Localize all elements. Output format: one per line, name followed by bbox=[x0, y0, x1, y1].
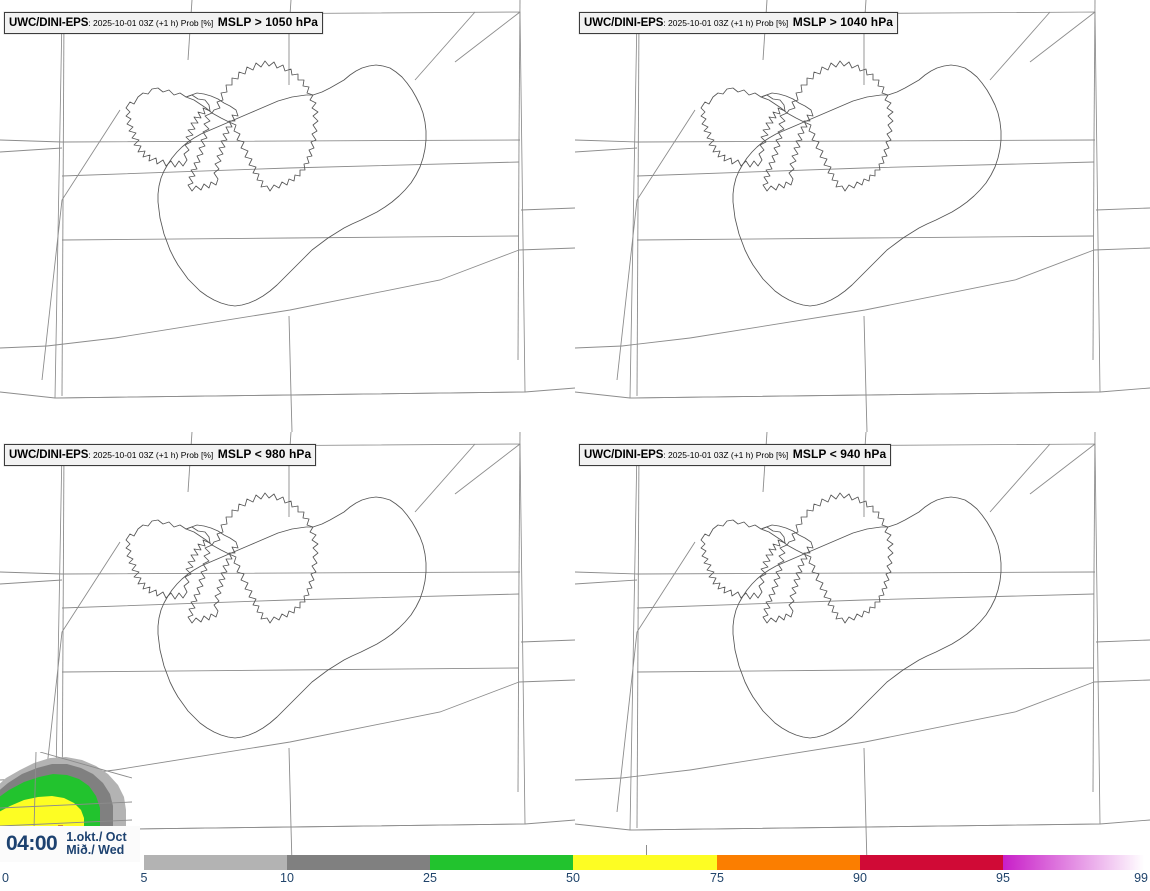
panel-title-box: UWC/DINI-EPS: 2025-10-01 03Z (+1 h) Prob… bbox=[579, 444, 892, 466]
colorbar-segment-light-gray[interactable] bbox=[144, 855, 287, 870]
map-panel-bottom-right[interactable]: UWC/DINI-EPS: 2025-10-01 03Z (+1 h) Prob… bbox=[575, 432, 1150, 864]
panel-parameter-label: MSLP < 940 hPa bbox=[792, 447, 887, 461]
colorbar-tick-50: 50 bbox=[566, 871, 580, 885]
iceland-coastline bbox=[700, 492, 1002, 739]
date-line-1: 1.okt./ Oct bbox=[66, 829, 127, 844]
map-panel-top-right[interactable]: UWC/DINI-EPS: 2025-10-01 03Z (+1 h) Prob… bbox=[575, 0, 1150, 432]
panel-model-label: UWC/DINI-EPS bbox=[584, 17, 664, 29]
panel-run-label: : 2025-10-01 03Z (+1 h) Prob [%] bbox=[663, 450, 789, 460]
colorbar-tick-95: 95 bbox=[996, 871, 1010, 885]
colorbar-segment-yellow[interactable] bbox=[573, 855, 717, 870]
colorbar-segment-crimson[interactable] bbox=[860, 855, 1003, 870]
panel-model-label: UWC/DINI-EPS bbox=[9, 17, 89, 29]
panel-parameter-label: MSLP > 1050 hPa bbox=[217, 15, 319, 29]
iceland-coastline bbox=[700, 60, 1002, 307]
panel-run-label: : 2025-10-01 03Z (+1 h) Prob [%] bbox=[663, 18, 789, 28]
timestamp-badge: 04:00 1.okt./ Oct Mið./ Wed bbox=[0, 826, 140, 862]
map-panel-top-left[interactable]: UWC/DINI-EPS: 2025-10-01 03Z (+1 h) Prob… bbox=[0, 0, 575, 432]
graticule-lines bbox=[0, 0, 575, 432]
colorbar-tick-0: 0 bbox=[2, 871, 9, 885]
colorbar-center-tick bbox=[646, 845, 647, 855]
colorbar-tick-75: 75 bbox=[710, 871, 724, 885]
panel-run-label: : 2025-10-01 03Z (+1 h) Prob [%] bbox=[88, 450, 214, 460]
iceland-coastline bbox=[125, 60, 427, 307]
graticule-lines bbox=[575, 432, 1150, 864]
colorbar-tick-10: 10 bbox=[280, 871, 294, 885]
colorbar-tick-5: 5 bbox=[140, 871, 148, 885]
colorbar-segment-green[interactable] bbox=[430, 855, 573, 870]
panel-title-box: UWC/DINI-EPS: 2025-10-01 03Z (+1 h) Prob… bbox=[4, 444, 317, 466]
graticule-lines bbox=[575, 0, 1150, 432]
panel-parameter-label: MSLP > 1040 hPa bbox=[792, 15, 894, 29]
contour-50pct bbox=[0, 796, 84, 830]
iceland-coastline bbox=[125, 492, 427, 739]
date-block: 1.okt./ Oct Mið./ Wed bbox=[66, 829, 127, 858]
panel-title-box: UWC/DINI-EPS: 2025-10-01 03Z (+1 h) Prob… bbox=[579, 12, 899, 34]
inset-graticule bbox=[0, 752, 132, 830]
colorbar-tick-99: 99 bbox=[1134, 871, 1148, 885]
probability-colorbar[interactable]: 0 5 10 25 50 75 90 95 99 bbox=[0, 845, 1150, 891]
panel-model-label: UWC/DINI-EPS bbox=[584, 449, 664, 461]
colorbar-tick-labels: 0 5 10 25 50 75 90 95 99 bbox=[0, 871, 1150, 889]
panel-model-label: UWC/DINI-EPS bbox=[9, 449, 89, 461]
colorbar-tick-90: 90 bbox=[853, 871, 867, 885]
inset-thumbnail-contours bbox=[0, 752, 132, 830]
clock-label: 04:00 bbox=[6, 832, 58, 855]
colorbar-tick-25: 25 bbox=[423, 871, 437, 885]
colorbar-strip[interactable] bbox=[144, 855, 1144, 870]
colorbar-segment-dark-gray[interactable] bbox=[287, 855, 430, 870]
iceland-map-bottom-right bbox=[575, 432, 1150, 864]
inset-probability-thumbnail bbox=[0, 752, 132, 830]
panel-parameter-label: MSLP < 980 hPa bbox=[217, 447, 312, 461]
iceland-map-top-left bbox=[0, 0, 575, 432]
panel-run-label: : 2025-10-01 03Z (+1 h) Prob [%] bbox=[88, 18, 214, 28]
iceland-map-top-right bbox=[575, 0, 1150, 432]
colorbar-segment-magenta-fade[interactable] bbox=[1003, 855, 1144, 870]
colorbar-segment-orange[interactable] bbox=[717, 855, 860, 870]
date-line-2: Mið./ Wed bbox=[66, 843, 125, 857]
panel-title-box: UWC/DINI-EPS: 2025-10-01 03Z (+1 h) Prob… bbox=[4, 12, 324, 34]
